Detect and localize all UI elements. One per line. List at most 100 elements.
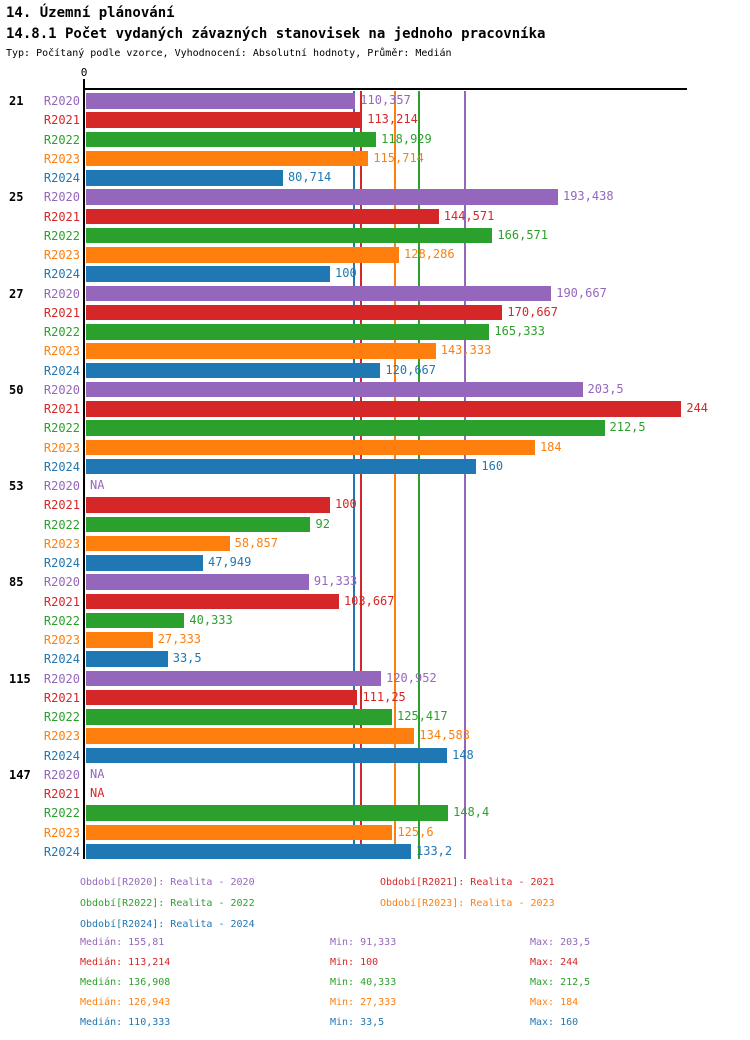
legend-item-r2020: Období[R2020]: Realita - 2020 — [80, 877, 255, 888]
series-label-r2022: R2022 — [43, 228, 80, 243]
value-label-27-r2022: 165,333 — [494, 324, 545, 338]
median-line-r2020 — [464, 91, 467, 859]
bar-85-r2021 — [86, 593, 339, 609]
series-label-r2020: R2020 — [43, 286, 80, 301]
bar-27-r2020 — [86, 285, 552, 301]
value-label-147-r2023: 125,6 — [397, 824, 434, 839]
bar-21-r2024 — [86, 170, 283, 186]
group-label-21: 21 — [9, 94, 24, 108]
bar-53-r2021 — [86, 497, 330, 513]
stat-max-r2023: Max: 184 — [530, 997, 579, 1008]
series-label-r2024: R2024 — [43, 748, 80, 763]
series-label-r2021: R2021 — [43, 787, 80, 801]
stat-max-r2024: Max: 160 — [530, 1017, 579, 1028]
series-label-r2021: R2021 — [43, 498, 80, 513]
stat-max-r2021: Max: 244 — [530, 957, 579, 968]
legend-item-r2021: Období[R2021]: Realita - 2021 — [380, 877, 555, 888]
value-label-115-r2024: 148 — [452, 747, 474, 762]
stat-median-r2021: Medián: 113,214 — [80, 957, 171, 968]
bar-25-r2023 — [86, 247, 400, 263]
bar-27-r2022 — [86, 324, 490, 340]
series-label-r2021: R2021 — [43, 402, 80, 416]
bar-115-r2022 — [86, 709, 393, 725]
bar-147-r2023 — [86, 824, 393, 840]
value-label-115-r2023: 134,583 — [419, 728, 470, 743]
value-label-25-r2024: 100 — [335, 266, 357, 281]
bar-147-r2024 — [86, 843, 411, 860]
stat-median-r2022: Medián: 136,908 — [80, 977, 171, 988]
series-label-r2024: R2024 — [43, 171, 80, 185]
value-label-25-r2022: 166,571 — [497, 227, 548, 242]
stat-max-r2020: Max: 203,5 — [530, 937, 591, 948]
stat-median-r2020: Medián: 155,81 — [80, 937, 165, 948]
value-label-115-r2022: 125,417 — [397, 709, 448, 723]
x-axis-zero-label: 0 — [80, 66, 88, 79]
series-label-r2022: R2022 — [43, 517, 80, 532]
stat-min-r2021: Min: 100 — [330, 957, 379, 968]
series-label-r2023: R2023 — [43, 440, 80, 455]
value-label-147-r2022: 148,4 — [453, 805, 490, 820]
series-label-r2020: R2020 — [43, 94, 80, 108]
series-label-r2022: R2022 — [43, 132, 80, 147]
value-label-21-r2024: 80,714 — [287, 170, 332, 184]
chart-subtitle: 14.8.1 Počet vydaných závazných stanovis… — [6, 26, 546, 42]
bar-27-r2023 — [86, 343, 436, 359]
value-label-85-r2023: 27,333 — [157, 632, 202, 646]
series-label-r2024: R2024 — [43, 556, 80, 570]
value-label-53-r2024: 47,949 — [207, 555, 252, 569]
series-label-r2021: R2021 — [43, 690, 80, 705]
stat-median-r2024: Medián: 110,333 — [80, 1017, 171, 1028]
value-label-147-r2021: NA — [90, 786, 105, 800]
x-axis-line — [83, 88, 687, 90]
stat-median-r2023: Medián: 126,943 — [80, 997, 171, 1008]
value-label-27-r2023: 143,333 — [440, 343, 492, 358]
legend-item-r2024: Období[R2024]: Realita - 2024 — [80, 919, 255, 930]
stat-min-r2023: Min: 27,333 — [330, 997, 397, 1008]
bar-85-r2020 — [86, 574, 309, 590]
bar-85-r2022 — [86, 612, 185, 629]
median-line-r2021 — [360, 91, 363, 859]
bar-115-r2020 — [86, 670, 382, 686]
value-label-25-r2023: 128,286 — [404, 247, 455, 261]
value-label-50-r2021: 244 — [686, 401, 709, 415]
median-line-r2022 — [418, 91, 421, 859]
bar-115-r2023 — [86, 728, 415, 744]
median-line-r2024 — [353, 91, 356, 859]
stat-min-r2022: Min: 40,333 — [330, 977, 397, 988]
series-label-r2020: R2020 — [43, 767, 80, 782]
value-label-53-r2021: 100 — [335, 497, 357, 512]
group-label-147: 147 — [9, 767, 31, 782]
value-label-25-r2020: 193,438 — [562, 189, 614, 204]
value-label-147-r2020: NA — [90, 766, 105, 781]
value-label-50-r2024: 160 — [481, 458, 504, 473]
group-label-50: 50 — [9, 382, 24, 397]
value-label-85-r2022: 40,333 — [189, 612, 233, 627]
bar-50-r2024 — [86, 458, 477, 475]
bar-25-r2024 — [86, 266, 330, 282]
bar-53-r2022 — [86, 516, 311, 532]
bar-53-r2023 — [86, 535, 230, 552]
series-label-r2023: R2023 — [43, 633, 80, 647]
bar-25-r2020 — [86, 189, 558, 205]
series-label-r2021: R2021 — [43, 113, 80, 128]
bar-21-r2023 — [86, 150, 369, 167]
series-label-r2024: R2024 — [43, 459, 80, 474]
series-label-r2022: R2022 — [43, 421, 80, 436]
series-label-r2022: R2022 — [43, 710, 80, 724]
series-label-r2023: R2023 — [43, 729, 80, 744]
series-label-r2020: R2020 — [43, 190, 80, 205]
value-label-27-r2024: 120,667 — [385, 362, 436, 377]
stat-max-r2022: Max: 212,5 — [530, 977, 591, 988]
value-label-21-r2021: 113,214 — [367, 112, 418, 127]
y-axis-line — [83, 79, 85, 859]
bar-21-r2021 — [86, 112, 363, 128]
value-label-21-r2023: 115,714 — [373, 150, 424, 165]
bar-53-r2024 — [86, 555, 203, 571]
median-line-r2023 — [393, 91, 396, 859]
group-label-25: 25 — [9, 190, 24, 205]
value-label-27-r2020: 190,667 — [556, 285, 607, 300]
